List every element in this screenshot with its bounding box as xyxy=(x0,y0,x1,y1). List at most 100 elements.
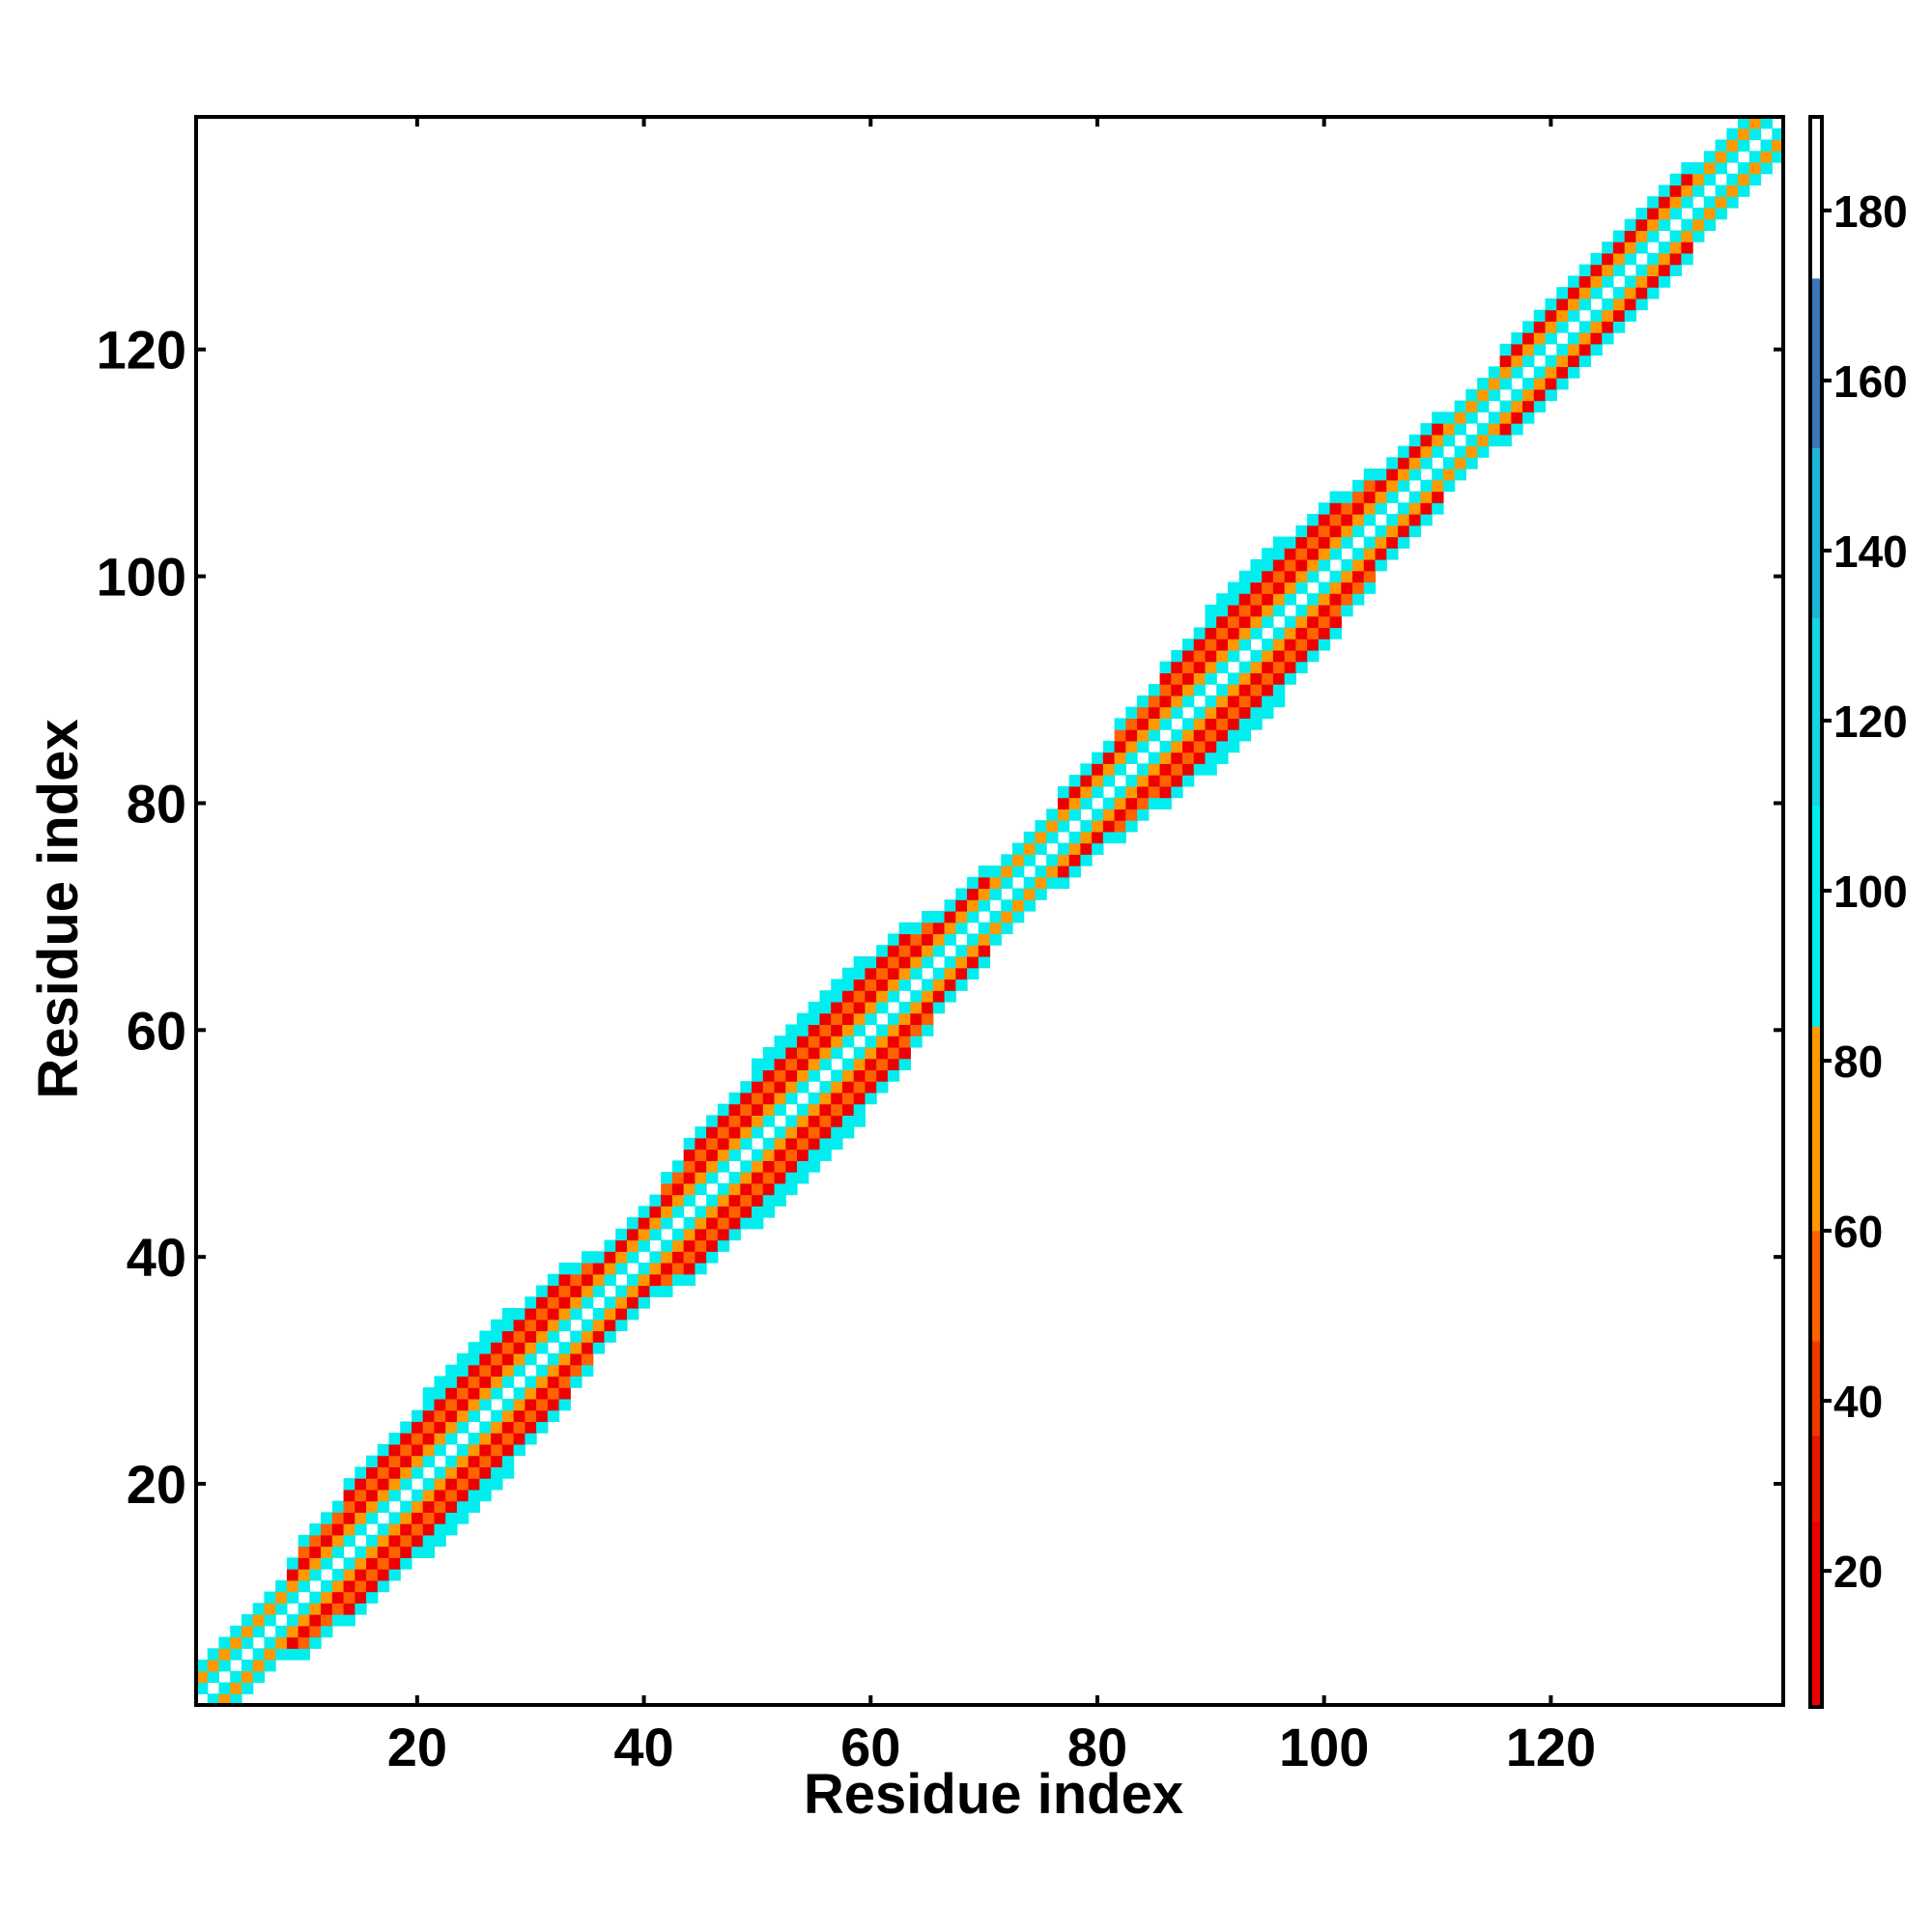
heatmap-cell xyxy=(355,1591,367,1604)
heatmap-cell xyxy=(1658,275,1671,288)
heatmap-cell xyxy=(411,1489,424,1502)
heatmap-cell xyxy=(1715,139,1727,152)
heatmap-cell xyxy=(1227,604,1240,617)
heatmap-cell xyxy=(752,1206,764,1218)
heatmap-cell xyxy=(388,1433,401,1445)
heatmap-cell xyxy=(1329,514,1342,526)
heatmap-cell xyxy=(1284,627,1296,639)
heatmap-cell xyxy=(910,922,923,935)
heatmap-cell xyxy=(717,1137,730,1151)
heatmap-cell xyxy=(683,1194,696,1207)
heatmap-cell xyxy=(1738,117,1750,129)
heatmap-cell xyxy=(1159,672,1172,685)
heatmap-cell xyxy=(309,1569,322,1581)
heatmap-cell xyxy=(683,1182,696,1196)
heatmap-cell xyxy=(944,955,956,969)
heatmap-cell xyxy=(1748,128,1762,141)
heatmap-cell xyxy=(1238,604,1252,617)
heatmap-cell xyxy=(456,1500,469,1513)
heatmap-cell xyxy=(1624,275,1637,288)
heatmap-cell xyxy=(536,1319,549,1332)
heatmap-cell xyxy=(1658,218,1671,232)
heatmap-cell xyxy=(967,955,980,969)
heatmap-cell xyxy=(1171,649,1183,663)
heatmap-cell xyxy=(740,1172,753,1184)
heatmap-cell xyxy=(762,1115,776,1127)
heatmap-cell xyxy=(434,1376,446,1388)
heatmap-cell xyxy=(456,1409,469,1423)
heatmap-cell xyxy=(1250,649,1263,663)
heatmap-cell xyxy=(661,1273,673,1287)
heatmap-cell xyxy=(1635,207,1648,220)
heatmap-cell xyxy=(1159,775,1172,787)
heatmap-cell xyxy=(592,1285,606,1297)
heatmap-cell xyxy=(286,1557,299,1570)
heatmap-cell xyxy=(1329,627,1342,639)
heatmap-cell xyxy=(513,1387,526,1400)
heatmap-cell xyxy=(876,967,889,980)
heatmap-cell xyxy=(831,1036,843,1048)
heatmap-cell xyxy=(1545,298,1557,311)
heatmap-cell xyxy=(1329,502,1342,515)
heatmap-cell xyxy=(796,1024,810,1037)
heatmap-cell xyxy=(1216,718,1229,730)
heatmap-cell xyxy=(1726,139,1739,152)
heatmap-cell xyxy=(785,1182,798,1196)
heatmap-cell xyxy=(649,1228,662,1241)
heatmap-cell xyxy=(1159,785,1172,799)
heatmap-cell xyxy=(1568,275,1580,288)
heatmap-cell xyxy=(706,1137,719,1151)
y-tick-label: 40 xyxy=(127,1227,186,1288)
heatmap-cell xyxy=(887,933,900,946)
heatmap-cell xyxy=(865,1036,877,1048)
heatmap-cell xyxy=(558,1398,571,1411)
heatmap-cell xyxy=(1386,479,1399,493)
heatmap-cell xyxy=(1442,469,1456,481)
heatmap-cell xyxy=(592,1273,606,1287)
heatmap-cell xyxy=(841,1103,855,1116)
heatmap-cell xyxy=(1262,570,1274,583)
heatmap-cell xyxy=(1420,514,1433,526)
heatmap-cell xyxy=(1703,161,1717,175)
heatmap-cell xyxy=(1238,639,1252,651)
heatmap-cell xyxy=(479,1398,492,1411)
heatmap-cell xyxy=(615,1319,628,1332)
heatmap-cell xyxy=(922,945,934,957)
heatmap-cell xyxy=(1307,558,1320,572)
heatmap-cell xyxy=(1046,809,1059,821)
heatmap-cell xyxy=(434,1512,446,1524)
heatmap-cell xyxy=(1227,593,1240,606)
heatmap-cell xyxy=(796,1126,810,1139)
heatmap-cell xyxy=(558,1263,571,1275)
heatmap-cell xyxy=(1125,718,1138,730)
heatmap-cell xyxy=(615,1285,628,1297)
heatmap-cell xyxy=(752,1149,764,1161)
heatmap-cell xyxy=(955,955,968,969)
heatmap-cell xyxy=(388,1489,401,1502)
heatmap-cell xyxy=(740,1217,753,1230)
heatmap-cell xyxy=(525,1296,537,1309)
heatmap-cell xyxy=(1408,445,1422,458)
heatmap-cell xyxy=(400,1512,412,1524)
heatmap-cell xyxy=(434,1433,446,1445)
heatmap-cell xyxy=(626,1273,639,1287)
heatmap-cell xyxy=(1295,548,1308,560)
heatmap-cell xyxy=(922,1001,934,1014)
heatmap-cell xyxy=(604,1273,616,1287)
heatmap-cell xyxy=(1545,378,1557,390)
heatmap-cell xyxy=(558,1376,571,1388)
heatmap-cell xyxy=(1114,740,1126,753)
heatmap-cell xyxy=(1454,423,1466,436)
heatmap-cell xyxy=(1068,785,1081,799)
heatmap-cell xyxy=(501,1376,515,1388)
heatmap-cell xyxy=(1511,423,1523,436)
heatmap-cell xyxy=(1318,502,1331,515)
heatmap-cell xyxy=(445,1387,458,1400)
heatmap-cell xyxy=(661,1239,673,1252)
heatmap-cell xyxy=(434,1421,446,1434)
heatmap-cell xyxy=(298,1648,310,1661)
heatmap-cell xyxy=(1284,639,1296,651)
heatmap-cell xyxy=(1578,355,1592,367)
heatmap-cell xyxy=(366,1569,379,1581)
heatmap-cell xyxy=(671,1160,685,1173)
